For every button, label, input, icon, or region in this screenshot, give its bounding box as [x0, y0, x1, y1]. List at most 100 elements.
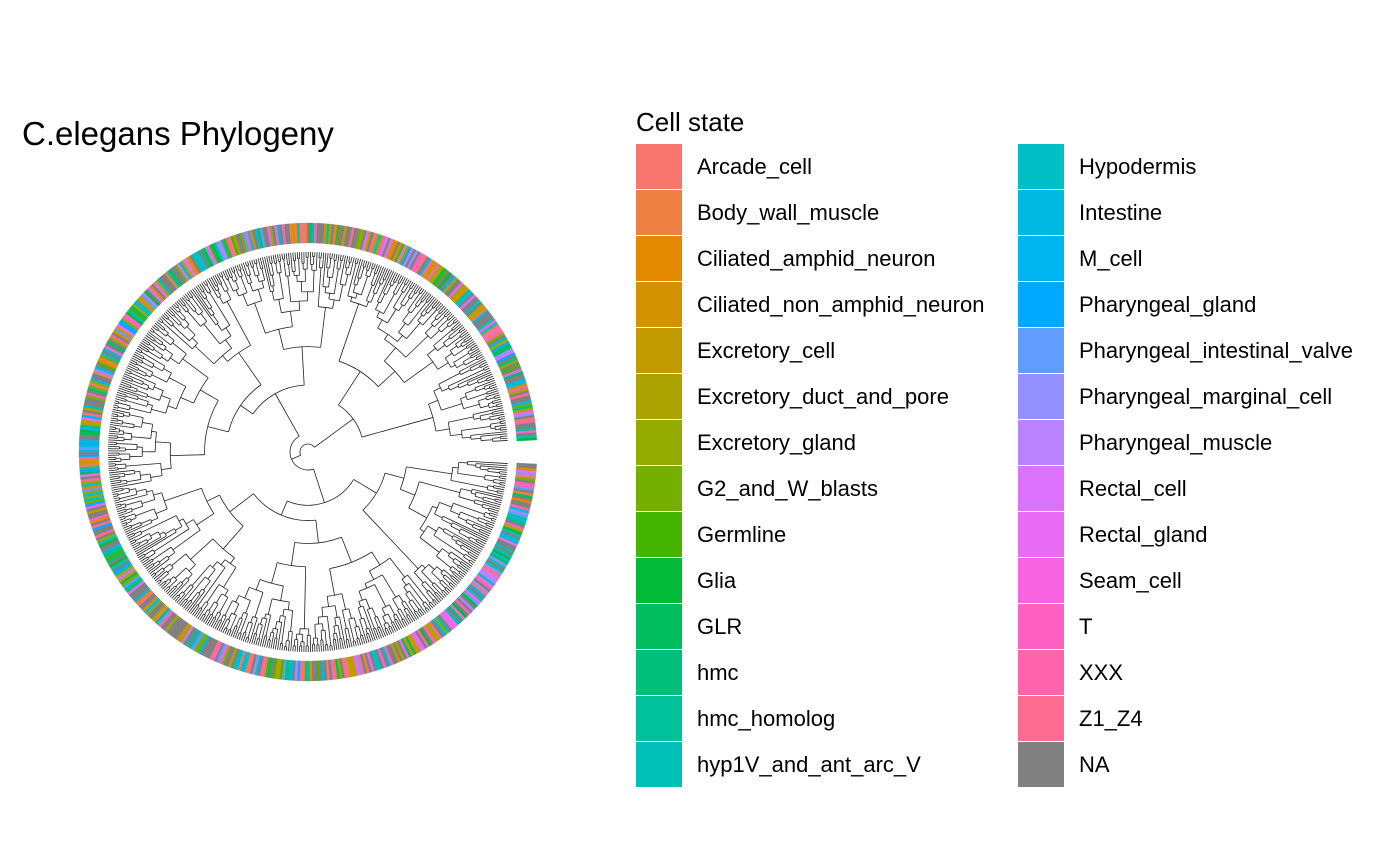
legend-label: Pharyngeal_gland: [1079, 292, 1257, 317]
legend-label: Excretory_gland: [697, 430, 856, 455]
legend-label: Rectal_cell: [1079, 476, 1187, 501]
legend-label: Intestine: [1079, 200, 1163, 225]
legend-label: Z1_Z4: [1079, 706, 1143, 731]
legend-color-key: [1018, 696, 1064, 741]
legend-item: M_cell: [1018, 236, 1400, 282]
legend-label: hmc_homolog: [697, 706, 836, 731]
phylogeny-tree: [78, 222, 537, 682]
legend-item: Rectal_cell: [1018, 466, 1400, 512]
legend-item: Excretory_cell: [636, 328, 1018, 374]
legend-item: Pharyngeal_marginal_cell: [1018, 374, 1400, 420]
legend-color-key: [636, 512, 682, 557]
legend-title: Cell state: [636, 107, 745, 137]
legend-item: G2_and_W_blasts: [636, 466, 1018, 512]
legend-item: Pharyngeal_muscle: [1018, 420, 1400, 466]
legend-label: Ciliated_amphid_neuron: [697, 246, 936, 271]
legend-item: Arcade_cell: [636, 144, 1018, 190]
legend: Cell state Arcade_cell Body_wall_muscle Ci…: [636, 104, 1400, 788]
legend-item: NA: [1018, 742, 1400, 788]
legend-item: Ciliated_non_amphid_neuron: [636, 282, 1018, 328]
legend-color-key: [636, 420, 682, 465]
cell-state-segment: [516, 437, 537, 442]
legend-item: Z1_Z4: [1018, 696, 1400, 742]
legend-item: XXX: [1018, 650, 1400, 696]
legend-color-key: [636, 742, 682, 787]
legend-item: Glia: [636, 558, 1018, 604]
legend-color-key: [1018, 558, 1064, 603]
cell-state-segment: [78, 454, 100, 458]
legend-color-key: [636, 190, 682, 235]
cell-state-ring: [78, 222, 537, 682]
legend-label: hyp1V_and_ant_arc_V: [697, 752, 921, 777]
legend-color-key: [1018, 466, 1064, 511]
legend-color-key: [1018, 650, 1064, 695]
legend-color-key: [1018, 512, 1064, 557]
legend-column: Arcade_cell Body_wall_muscle Ciliated_amph…: [636, 144, 1018, 788]
legend-item: Germline: [636, 512, 1018, 558]
legend-color-key: [1018, 190, 1064, 235]
legend-label: XXX: [1079, 660, 1124, 685]
legend-color-key: [636, 558, 682, 603]
tree-branches: [107, 251, 508, 653]
legend-label: Ciliated_non_amphid_neuron: [697, 292, 985, 317]
legend-label: G2_and_W_blasts: [697, 476, 878, 501]
legend-color-key: [1018, 604, 1064, 649]
legend-label: Rectal_gland: [1079, 522, 1208, 547]
cell-state-segment: [78, 451, 100, 455]
legend-label: GLR: [697, 614, 743, 639]
legend-item: Pharyngeal_intestinal_valve: [1018, 328, 1400, 374]
legend-item: Intestine: [1018, 190, 1400, 236]
legend-label: T: [1079, 614, 1093, 639]
legend-color-key: [1018, 374, 1064, 419]
legend-label: Pharyngeal_intestinal_valve: [1079, 338, 1353, 363]
legend-item: hmc: [636, 650, 1018, 696]
legend-item: Pharyngeal_gland: [1018, 282, 1400, 328]
legend-item: Ciliated_amphid_neuron: [636, 236, 1018, 282]
legend-color-key: [636, 328, 682, 373]
cell-state-segment: [78, 449, 100, 453]
legend-color-key: [636, 374, 682, 419]
legend-color-key: [636, 144, 682, 189]
cell-state-segment: [309, 660, 313, 682]
legend-label: Arcade_cell: [697, 154, 812, 179]
legend-color-key: [636, 466, 682, 511]
legend-item: GLR: [636, 604, 1018, 650]
legend-label: Pharyngeal_marginal_cell: [1079, 384, 1333, 409]
legend-color-key: [1018, 742, 1064, 787]
legend-label: Body_wall_muscle: [697, 200, 880, 225]
legend-label: Hypodermis: [1079, 154, 1197, 179]
legend-label: M_cell: [1079, 246, 1143, 271]
cell-state-segment: [301, 222, 305, 244]
cell-state-segment: [306, 660, 310, 682]
legend-color-key: [636, 282, 682, 327]
legend-item: T: [1018, 604, 1400, 650]
legend-item: hyp1V_and_ant_arc_V: [636, 742, 1018, 788]
cell-state-segment: [304, 222, 308, 244]
legend-color-key: [636, 604, 682, 649]
legend-color-key: [1018, 144, 1064, 189]
legend-columns: Arcade_cell Body_wall_muscle Ciliated_amph…: [636, 144, 1400, 788]
legend-color-key: [1018, 328, 1064, 373]
legend-item: Excretory_gland: [636, 420, 1018, 466]
legend-label: NA: [1079, 752, 1110, 777]
legend-label: Pharyngeal_muscle: [1079, 430, 1273, 455]
legend-label: Seam_cell: [1079, 568, 1182, 593]
legend-item: hmc_homolog: [636, 696, 1018, 742]
legend-item: Excretory_duct_and_pore: [636, 374, 1018, 420]
legend-label: Germline: [697, 522, 787, 547]
legend-color-key: [1018, 282, 1064, 327]
legend-item: Rectal_gland: [1018, 512, 1400, 558]
legend-label: hmc: [697, 660, 739, 685]
legend-item: Hypodermis: [1018, 144, 1400, 190]
legend-color-key: [1018, 420, 1064, 465]
legend-item: Seam_cell: [1018, 558, 1400, 604]
legend-label: Excretory_cell: [697, 338, 836, 363]
legend-color-key: [1018, 236, 1064, 281]
legend-color-key: [636, 696, 682, 741]
legend-label: Glia: [697, 568, 737, 593]
cell-state-segment: [306, 222, 310, 244]
plot-title: C.elegans Phylogeny: [22, 115, 334, 152]
legend-color-key: [636, 236, 682, 281]
legend-label: Excretory_duct_and_pore: [697, 384, 949, 409]
legend-item: Body_wall_muscle: [636, 190, 1018, 236]
